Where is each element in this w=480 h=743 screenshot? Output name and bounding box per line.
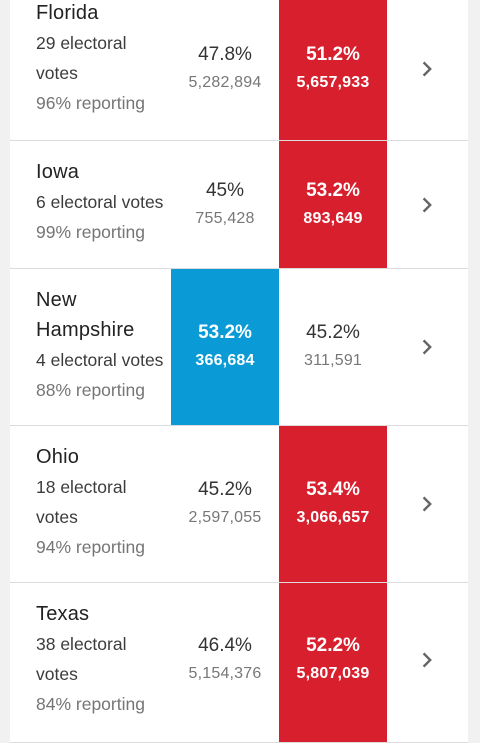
dem-votes: 366,684 bbox=[195, 352, 255, 369]
chevron-right-icon[interactable] bbox=[415, 57, 439, 81]
rep-result: 53.2% 893,649 bbox=[279, 141, 387, 268]
rep-votes: 893,649 bbox=[303, 209, 363, 227]
reporting-percent: 84% reporting bbox=[36, 694, 145, 714]
rep-result: 51.2% 5,657,933 bbox=[279, 0, 387, 140]
rep-votes: 5,807,039 bbox=[296, 665, 370, 682]
rep-votes: 311,591 bbox=[303, 352, 363, 369]
state-name-line2: Hampshire bbox=[36, 319, 135, 341]
state-row-ohio[interactable]: Ohio 18 electoral votes 94% reporting 45… bbox=[10, 426, 468, 583]
state-name: Florida bbox=[36, 2, 99, 24]
electoral-votes: 6 electoral votes bbox=[36, 192, 164, 212]
state-name: Texas bbox=[36, 603, 90, 625]
rep-result: 45.2% 311,591 bbox=[279, 269, 387, 425]
chevron-right-icon[interactable] bbox=[415, 193, 439, 217]
rep-percent: 53.4% bbox=[306, 479, 360, 500]
dem-percent: 47.8% bbox=[198, 44, 252, 65]
state-info: New Hampshire 4 electoral votes 88% repo… bbox=[36, 285, 176, 405]
dem-votes: 5,154,376 bbox=[188, 665, 262, 682]
chevron-right-icon[interactable] bbox=[415, 492, 439, 516]
dem-percent: 45% bbox=[205, 179, 245, 201]
chevron-right-icon[interactable] bbox=[415, 335, 439, 359]
reporting-percent: 94% reporting bbox=[36, 537, 145, 557]
dem-result: 45% 755,428 bbox=[171, 141, 279, 268]
rep-votes: 5,657,933 bbox=[296, 74, 370, 91]
rep-result: 52.2% 5,807,039 bbox=[279, 583, 387, 742]
dem-result: 45.2% 2,597,055 bbox=[171, 426, 279, 582]
state-row-iowa[interactable]: Iowa 6 electoral votes 99% reporting 45%… bbox=[10, 141, 468, 269]
dem-result: 46.4% 5,154,376 bbox=[171, 583, 279, 737]
rep-percent: 53.2% bbox=[306, 179, 360, 201]
dem-votes: 5,282,894 bbox=[188, 74, 262, 91]
chevron-right-icon[interactable] bbox=[415, 648, 439, 672]
dem-percent: 46.4% bbox=[198, 635, 252, 656]
dem-votes: 2,597,055 bbox=[188, 509, 262, 526]
electoral-votes: 29 electoral bbox=[36, 33, 127, 53]
state-info: Florida 29 electoral votes 96% reporting bbox=[36, 0, 176, 118]
state-name-line1: New bbox=[36, 289, 77, 311]
dem-percent: 45.2% bbox=[198, 479, 252, 500]
state-row-texas[interactable]: Texas 38 electoral votes 84% reporting 4… bbox=[10, 583, 468, 743]
electoral-votes-cont: votes bbox=[36, 507, 78, 527]
rep-percent: 51.2% bbox=[306, 44, 360, 65]
rep-percent: 52.2% bbox=[306, 635, 360, 656]
dem-result: 53.2% 366,684 bbox=[171, 269, 279, 425]
state-row-florida[interactable]: Florida 29 electoral votes 96% reporting… bbox=[10, 0, 468, 141]
electoral-votes: 4 electoral votes bbox=[36, 350, 164, 370]
rep-votes: 3,066,657 bbox=[296, 509, 370, 526]
reporting-percent: 99% reporting bbox=[36, 222, 145, 242]
reporting-percent: 96% reporting bbox=[36, 93, 145, 113]
state-info: Ohio 18 electoral votes 94% reporting bbox=[36, 442, 176, 562]
electoral-votes: 38 electoral bbox=[36, 634, 127, 654]
dem-percent: 53.2% bbox=[198, 322, 252, 343]
dem-result: 47.8% 5,282,894 bbox=[171, 0, 279, 140]
state-row-new-hampshire[interactable]: New Hampshire 4 electoral votes 88% repo… bbox=[10, 269, 468, 426]
rep-percent: 45.2% bbox=[306, 322, 360, 343]
state-name: Ohio bbox=[36, 446, 80, 468]
rep-result: 53.4% 3,066,657 bbox=[279, 426, 387, 582]
state-info: Texas 38 electoral votes 84% reporting bbox=[36, 599, 176, 719]
dem-votes: 755,428 bbox=[195, 209, 255, 227]
state-info: Iowa 6 electoral votes 99% reporting bbox=[36, 157, 176, 247]
reporting-percent: 88% reporting bbox=[36, 380, 145, 400]
state-name: Iowa bbox=[36, 161, 80, 183]
electoral-votes: 18 electoral bbox=[36, 477, 127, 497]
electoral-votes-cont: votes bbox=[36, 63, 78, 83]
electoral-votes-cont: votes bbox=[36, 664, 78, 684]
